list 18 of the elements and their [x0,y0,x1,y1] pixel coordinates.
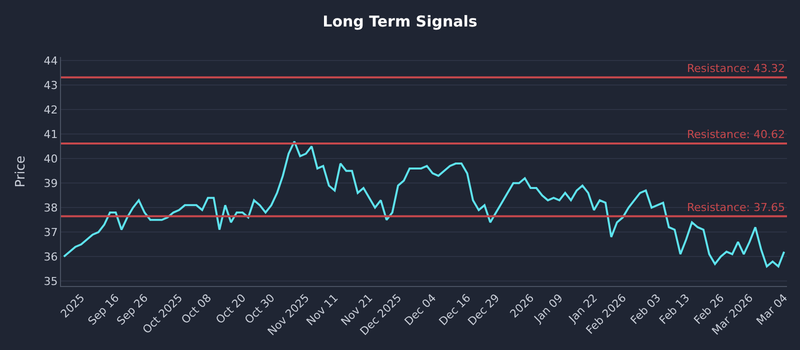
x-tick-label: Dec 04 [402,292,439,328]
y-tick-label: 41 [44,128,58,141]
x-tick-label: Mar 04 [754,292,790,328]
y-axis-title: Price [14,156,29,188]
ref-line-label: Resistance: 40.62 [687,128,785,141]
y-tick-label: 36 [44,250,58,264]
y-tick-label: 43 [44,79,58,92]
ref-line-label: Resistance: 43.32 [687,62,785,75]
y-tick-label: 39 [44,176,58,190]
chart-title: Long Term Signals [322,12,478,30]
y-tick-label: 42 [44,104,58,117]
line-series [62,140,786,268]
ref-line-label: Resistance: 37.65 [687,201,785,214]
y-tick-label: 35 [44,274,58,288]
y-tick-label: 44 [44,54,58,68]
y-tick-label: 40 [44,152,58,166]
y-tick-label: 38 [44,201,58,214]
y-tick-label: 37 [44,226,58,239]
